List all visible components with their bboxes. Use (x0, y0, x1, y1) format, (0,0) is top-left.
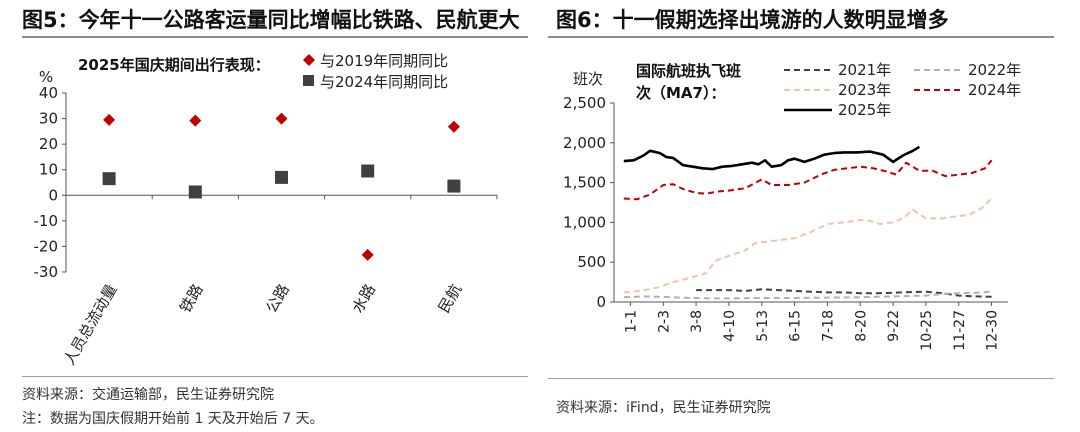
legend-label-2024年: 2024年 (968, 81, 1021, 99)
x-tick-label: 铁路 (176, 281, 207, 316)
x-tick-label: 8-20 (853, 310, 869, 342)
x-tick-label: 3-8 (689, 310, 705, 333)
x-tick-label: 人员总流动量 (60, 281, 121, 368)
legend-label-2024: 与2024年同期同比 (320, 73, 448, 91)
source-rule (548, 378, 1054, 379)
x-tick-label: 2-3 (656, 310, 672, 333)
title-rule (548, 36, 1054, 38)
x-tick-label: 11-27 (952, 310, 968, 351)
y-tick-label: 1,500 (563, 174, 606, 192)
x-tick-label: 民航 (435, 281, 466, 316)
legend-label-2022年: 2022年 (968, 61, 1021, 79)
figure-5-title: 图5：今年十一公路客运量同比增幅比铁路、民航更大 (22, 8, 520, 32)
y-tick-label: -30 (34, 263, 59, 281)
x-tick-label: 1-1 (623, 310, 639, 333)
series-line-2022年 (623, 290, 992, 300)
chart-subtitle-line1: 国际航班执飞班 (636, 62, 741, 80)
y-tick-label: 1,000 (563, 213, 606, 231)
series-line-2023年 (623, 197, 993, 294)
title-rule (22, 36, 528, 38)
data-lines (623, 145, 993, 300)
legend-diamond-marker (303, 54, 315, 66)
y-axis-unit: % (39, 68, 53, 86)
diamond-marker-2019 (275, 112, 288, 125)
legend-square-marker (303, 75, 314, 86)
legend-label-2023年: 2023年 (838, 81, 891, 99)
data-markers (102, 112, 461, 261)
y-axis-unit: 班次 (573, 70, 603, 88)
chart-subtitle: 2025年国庆期间出行表现： (78, 56, 270, 74)
x-tick-label: 6-15 (788, 310, 804, 342)
legend-label-2019: 与2019年同期同比 (320, 52, 448, 70)
source-text: 资料来源：iFind，民生证券研究院 (556, 400, 771, 416)
y-tick-label: 2,000 (563, 134, 606, 152)
series-line-2021年 (696, 288, 992, 298)
diamond-marker-2019 (189, 114, 202, 127)
right-panel: 图6：十一假期选择出境游的人数明显增多 班次 国际航班执飞班 次（MA7）： 2… (548, 0, 1080, 432)
legend-label-2021年: 2021年 (838, 61, 891, 79)
y-tick-label: 10 (39, 161, 58, 179)
square-marker-2024 (361, 164, 375, 178)
square-marker-2024 (102, 172, 116, 186)
series-line-2024年 (623, 159, 993, 201)
y-tick-label: 0 (596, 293, 606, 311)
chart-subtitle-line2: 次（MA7）： (636, 84, 725, 102)
x-axis-labels: 1-1 2-3 3-8 4-10 5-13 6-15 7-18 8-20 9-22 10-25 11… (623, 310, 1000, 351)
diamond-marker-2019 (361, 248, 374, 261)
source-text: 资料来源：交通运输部，民生证券研究院 (22, 387, 274, 403)
legend: 与2019年同期同比 与2024年同期同比 (303, 52, 448, 91)
x-tick-label: 4-10 (722, 310, 738, 342)
legend-label-2025年: 2025年 (838, 101, 891, 119)
y-tick-label: 40 (39, 84, 58, 102)
x-tick-label: 水路 (349, 281, 380, 316)
x-axis-labels: 人员总流动量 铁路 公路 水路 民航 (60, 281, 465, 368)
x-tick-label: 10-25 (919, 310, 935, 351)
square-marker-2024 (447, 179, 461, 193)
diamond-marker-2019 (447, 120, 460, 133)
figure-6-chart: 班次 国际航班执飞班 次（MA7）： 2,500 2,000 1,500 1,000 5… (563, 61, 1021, 351)
y-tick-label: -20 (34, 237, 59, 255)
legend: 2021年 2022年 2023年 2024年 2025年 (784, 61, 1021, 119)
x-tick-label: 7-18 (820, 310, 836, 342)
y-axis: 40 30 20 10 0 -10 -20 -30 (34, 84, 498, 281)
square-marker-2024 (188, 185, 202, 199)
y-tick-label: 500 (577, 253, 606, 271)
y-axis: 2,500 2,000 1,500 1,000 500 0 (563, 94, 1008, 311)
y-tick-label: 0 (48, 186, 58, 204)
x-tick-label: 5-13 (755, 310, 771, 342)
figure-5-chart: 2025年国庆期间出行表现： % 40 30 20 10 0 -10 -20 -30 人员总流… (34, 52, 498, 368)
x-tick-label: 12-30 (985, 310, 1001, 351)
series-line-2025年 (623, 145, 921, 171)
square-marker-2024 (275, 170, 288, 184)
x-tick-label: 9-22 (886, 310, 902, 342)
left-panel: 图5：今年十一公路客运量同比增幅比铁路、民航更大 2025年国庆期间出行表现： … (0, 0, 530, 432)
x-tick-label: 公路 (262, 281, 293, 316)
figure-6-title: 图6：十一假期选择出境游的人数明显增多 (556, 8, 949, 32)
y-tick-label: 30 (39, 110, 58, 128)
y-tick-label: 2,500 (563, 94, 606, 112)
y-tick-label: 20 (39, 135, 58, 153)
note-text: 注：数据为国庆假期开始前 1 天及开始后 7 天。 (22, 411, 324, 427)
diamond-marker-2019 (103, 113, 116, 126)
source-rule (22, 376, 528, 377)
y-tick-label: -10 (34, 212, 59, 230)
